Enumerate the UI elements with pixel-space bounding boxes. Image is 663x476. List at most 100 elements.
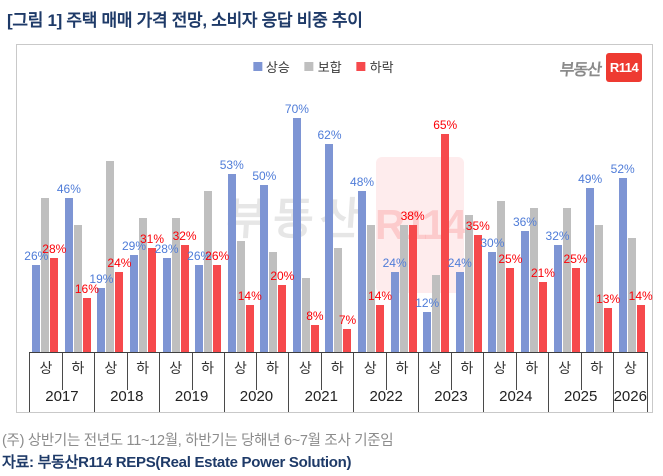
legend-label-fall: 하락 — [369, 60, 394, 75]
bar-rise: 62% — [317, 128, 342, 352]
axis-year-label: 2020 — [239, 388, 274, 405]
axis-half-label: 상 — [428, 360, 442, 376]
bar-group: 24% 38% — [383, 209, 425, 352]
bar-fall: 14% — [238, 289, 262, 352]
axis-year-label: 2026 — [613, 388, 647, 405]
axis-half-label: 상 — [558, 360, 572, 376]
bar-fall: 13% — [596, 292, 620, 352]
bar-rise: 52% — [611, 162, 635, 352]
bar-value-label: 36% — [512, 215, 537, 230]
axis-year-cell: 상 하 2022 — [354, 353, 420, 412]
x-axis: 상 하 2017 상 하 2018 상 하 2019 상 하 2020 상 하 2021 상 하 2022 상 하 20… — [29, 352, 648, 412]
bar-value-label: 12% — [415, 295, 440, 310]
axis-year-label: 2019 — [174, 388, 209, 405]
bar-value-label: 14% — [368, 289, 393, 304]
bar-flat — [595, 224, 604, 352]
legend-marker-fall-icon — [356, 62, 366, 71]
bar-fall: 25% — [564, 252, 588, 352]
bar-flat — [73, 224, 82, 352]
axis-half-label: 하 — [256, 353, 288, 390]
bar-flat — [236, 241, 245, 352]
bar-group: 32% 25% — [546, 207, 588, 352]
legend-label-rise: 상승 — [265, 60, 290, 75]
bar-rise: 28% — [155, 242, 179, 352]
bar-value-label: 26% — [205, 248, 230, 263]
axis-year-cell: 상 하 2018 — [95, 353, 160, 412]
bar-flat — [562, 207, 571, 352]
bar-flat — [269, 251, 278, 352]
legend-marker-rise-icon — [252, 62, 262, 71]
bar-value-label: 28% — [154, 242, 179, 257]
bar-fall: 65% — [433, 118, 457, 352]
bar-value-label: 29% — [122, 238, 147, 253]
axis-year-cell: 상 하 2019 — [160, 353, 225, 412]
bar-group: 24% 35% — [448, 214, 490, 352]
axis-year-label: 2024 — [499, 388, 533, 405]
axis-half-label: 하 — [126, 353, 159, 390]
legend-label-flat: 보합 — [317, 60, 342, 75]
bar-group: 62% 7% — [317, 128, 356, 352]
bar-value-label: 38% — [400, 208, 425, 223]
bar-fall: 7% — [339, 313, 356, 352]
bar-flat — [171, 218, 180, 352]
chart-panel: 상승 보합 하락 부동산 R114 부동산 R114 26%28%46%16%1… — [16, 44, 653, 413]
bar-value-label: 52% — [610, 161, 635, 176]
bar-value-label: 26% — [24, 248, 49, 263]
bar-column: 49% 13% — [578, 172, 620, 352]
bar-fall: 32% — [173, 229, 197, 352]
axis-half-label: 상 — [298, 360, 312, 376]
bar-column: 19% 24% — [89, 161, 131, 352]
bar-rise: 24% — [448, 256, 472, 352]
bar-column: 26% 28% — [24, 197, 66, 352]
bar-column: 26% 26% — [187, 191, 229, 352]
bar-value-label: 70% — [284, 101, 309, 116]
bar-value-label: 53% — [219, 158, 244, 173]
axis-year-label: 2023 — [434, 388, 468, 405]
legend-item-flat: 보합 — [304, 57, 342, 76]
bar-rise: 19% — [89, 272, 113, 352]
bar-fall: 14% — [368, 289, 392, 352]
axis-half-label: 하 — [450, 353, 483, 390]
bar-fall: 31% — [140, 232, 164, 352]
bar-flat — [627, 238, 636, 352]
bar-group: 19% 24% — [89, 161, 131, 352]
axis-half-label: 하 — [515, 353, 548, 390]
bar-column: 24% 35% — [448, 214, 490, 352]
bar-group: 26% 28% — [24, 197, 66, 352]
axis-year-label: 2021 — [304, 388, 338, 405]
legend-marker-flat-icon — [304, 62, 314, 71]
axis-half-label: 상 — [493, 360, 507, 376]
bar-column: 28% 32% — [155, 218, 197, 352]
bar-value-label: 48% — [350, 175, 375, 190]
footnote: (주) 상반기는 전년도 11~12월, 하반기는 당해년 6~7월 조사 기준… — [2, 433, 394, 449]
bar-group: 49% 13% — [578, 172, 620, 352]
bar-column: 24% 38% — [383, 209, 425, 352]
bar-rise: 29% — [122, 239, 146, 352]
bar-value-label: 30% — [480, 235, 505, 250]
bar-group: 70% 8% — [285, 102, 324, 352]
bar-fall: 26% — [205, 249, 229, 352]
bar-rise: 32% — [546, 229, 570, 352]
bar-value-label: 20% — [270, 269, 295, 283]
bar-value-label: 62% — [317, 128, 342, 143]
bar-rise: 53% — [220, 158, 244, 352]
brand-logo: 부동산 R114 — [559, 53, 642, 82]
watermark-mark: R114 — [375, 157, 467, 293]
legend-item-rise: 상승 — [252, 57, 290, 76]
axis-half-label: 하 — [386, 353, 418, 390]
axis-year-cell: 상 하 2024 — [484, 353, 549, 412]
axis-half-label: 하 — [191, 353, 224, 390]
axis-year-cell: 상 하 2017 — [29, 353, 95, 412]
bar-fall: 20% — [270, 269, 294, 352]
bar-rise: 48% — [350, 175, 374, 352]
axis-year-cell: 상 2026 — [614, 353, 648, 412]
bar-chart: 26% 28% 46% 16% 19% 24% 29% 31% 28% 32% 26% 26% 53% 1… — [24, 45, 653, 352]
bar-column: 70% 8% — [285, 102, 324, 352]
axis-half-label: 상 — [104, 360, 118, 376]
bar-column: 46% 16% — [57, 182, 99, 352]
bar-flat — [399, 224, 408, 352]
bar-fall: 24% — [107, 256, 131, 352]
legend-item-fall: 하락 — [356, 57, 394, 76]
bar-group: 50% 20% — [252, 169, 294, 352]
axis-year-label: 2017 — [45, 388, 79, 405]
